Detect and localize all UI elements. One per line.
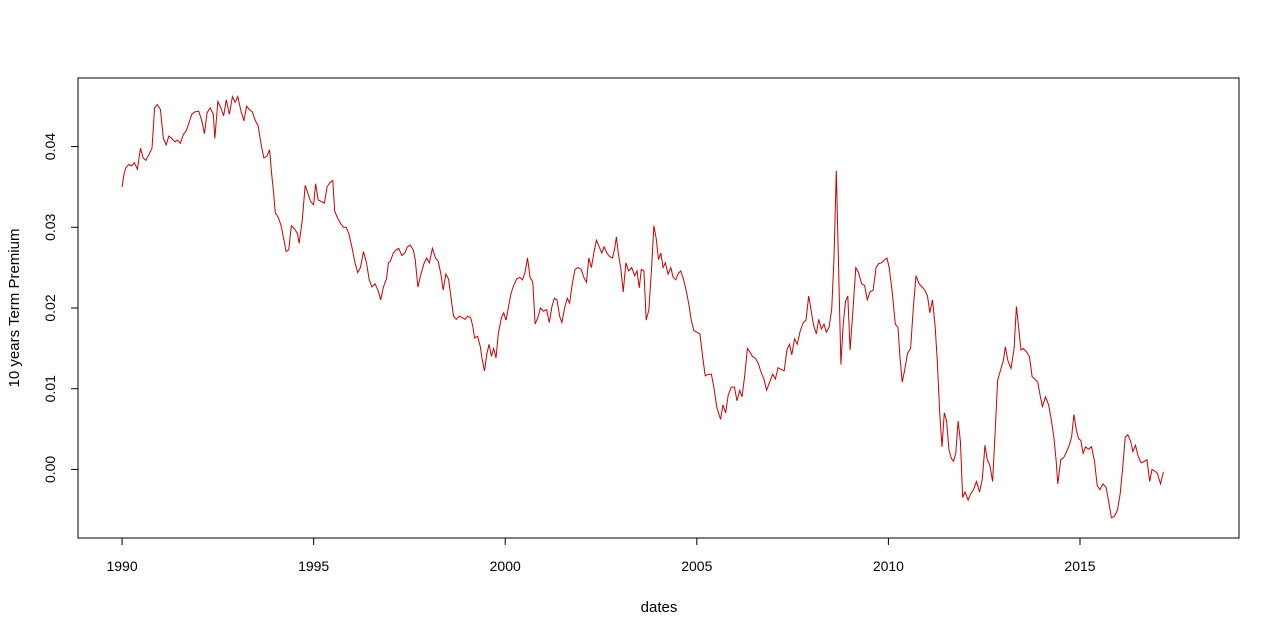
x-tick-label: 2010 <box>873 558 904 574</box>
x-axis-label: dates <box>641 599 678 616</box>
y-axis-label: 10 years Term Premium <box>6 229 23 388</box>
x-tick-label: 2015 <box>1064 558 1095 574</box>
y-tick-label: 0.00 <box>42 456 58 483</box>
term-premium-line <box>121 94 1164 519</box>
y-tick-label: 0.04 <box>42 133 58 160</box>
x-tick-label: 1990 <box>106 558 137 574</box>
y-tick-label: 0.03 <box>42 213 58 240</box>
y-tick-label: 0.01 <box>42 375 58 402</box>
y-axis: 0.00 0.01 0.02 0.03 0.04 <box>42 133 79 483</box>
y-tick-label: 0.02 <box>42 294 58 321</box>
x-tick-label: 1995 <box>298 558 329 574</box>
x-tick-label: 2000 <box>490 558 521 574</box>
plot-frame <box>77 77 1240 539</box>
x-tick-label: 2005 <box>681 558 712 574</box>
x-axis: 1990 1995 2000 2005 2010 2015 <box>106 537 1096 574</box>
